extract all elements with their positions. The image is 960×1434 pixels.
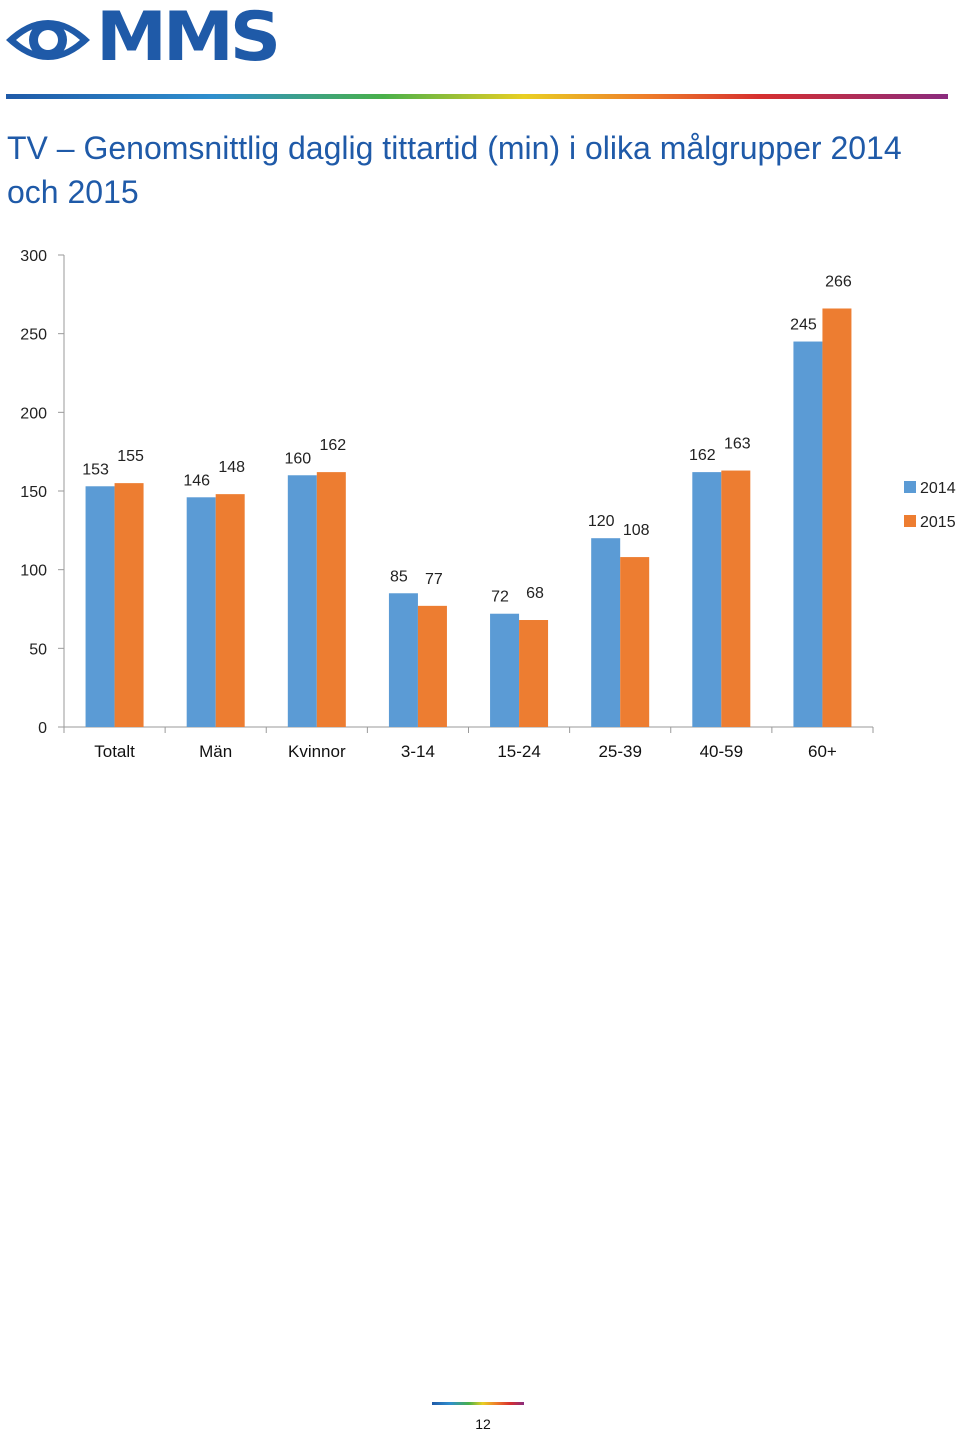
value-label-2014: 146 xyxy=(183,472,210,489)
value-label-2014: 245 xyxy=(790,317,817,334)
x-category-label: 25-39 xyxy=(598,742,641,761)
value-label-2015: 77 xyxy=(425,571,443,588)
value-label-2015: 155 xyxy=(117,448,144,465)
page-number: 12 xyxy=(475,1416,491,1432)
value-label-2014: 160 xyxy=(284,450,311,467)
x-category-label: 40-59 xyxy=(700,742,743,761)
bar-2015 xyxy=(519,620,549,727)
y-tick-label: 300 xyxy=(20,248,47,265)
bar-2014 xyxy=(85,486,115,727)
bar-2014 xyxy=(692,472,722,727)
x-category-label: Kvinnor xyxy=(288,742,346,761)
y-tick-label: 150 xyxy=(20,484,47,501)
page-title: TV – Genomsnittlig daglig tittartid (min… xyxy=(7,130,902,210)
bar-2015 xyxy=(721,470,751,727)
bar-2014 xyxy=(186,497,216,727)
value-label-2014: 72 xyxy=(491,589,509,606)
y-tick-label: 250 xyxy=(20,327,47,344)
y-axis: 0 50 100 150 200 250 300 xyxy=(20,248,65,737)
eye-icon xyxy=(6,20,90,60)
value-label-2014: 120 xyxy=(588,513,615,530)
y-tick-label: 0 xyxy=(38,720,47,737)
x-category-label: Totalt xyxy=(94,742,135,761)
value-label-2015: 162 xyxy=(319,437,346,454)
value-label-2015: 266 xyxy=(825,273,852,290)
value-label-2014: 85 xyxy=(390,568,408,585)
x-category-label: Män xyxy=(199,742,232,761)
x-category-label: 60+ xyxy=(808,742,837,761)
bar-2015 xyxy=(417,605,447,727)
value-label-2015: 148 xyxy=(218,459,245,476)
y-tick-label: 100 xyxy=(20,563,47,580)
legend-label-2015: 2015 xyxy=(920,514,956,531)
bar-2015 xyxy=(822,308,852,727)
bar-chart: 0 50 100 150 200 250 300 Totalt Män Kvinnor 3-14 1… xyxy=(20,248,956,761)
x-axis: Totalt Män Kvinnor 3-14 15-24 25-39 40-59 60+ xyxy=(63,726,874,761)
legend-swatch-2014 xyxy=(904,481,916,493)
bar-2015 xyxy=(316,472,346,727)
y-tick-label: 200 xyxy=(20,405,47,422)
footer-rainbow-bar xyxy=(432,1402,524,1405)
bar-2015 xyxy=(114,483,144,727)
bar-2015 xyxy=(215,494,245,727)
x-category-label: 3-14 xyxy=(401,742,435,761)
value-label-2015: 163 xyxy=(724,436,751,453)
bar-2014 xyxy=(490,613,520,727)
y-tick-label: 50 xyxy=(29,641,47,658)
legend-swatch-2015 xyxy=(904,515,916,527)
bar-2014 xyxy=(287,475,317,727)
value-label-2014: 153 xyxy=(82,461,109,478)
header-rainbow-bar xyxy=(6,94,948,99)
value-label-2014: 162 xyxy=(689,447,716,464)
mms-logo: MMS xyxy=(0,0,281,80)
bar-2014 xyxy=(793,341,823,727)
legend-label-2014: 2014 xyxy=(920,480,956,497)
bar-2015 xyxy=(620,557,650,727)
x-category-label: 15-24 xyxy=(497,742,540,761)
logo-wordmark: MMS xyxy=(96,0,281,77)
bars: 153 155 146 148 160 162 85 77 72 68 120 108 162 163 24… xyxy=(82,273,852,727)
bar-2014 xyxy=(591,538,621,727)
bar-2014 xyxy=(388,593,418,727)
value-label-2015: 68 xyxy=(526,585,544,602)
value-label-2015: 108 xyxy=(623,522,650,539)
chart-legend: 2014 2015 xyxy=(904,480,956,531)
